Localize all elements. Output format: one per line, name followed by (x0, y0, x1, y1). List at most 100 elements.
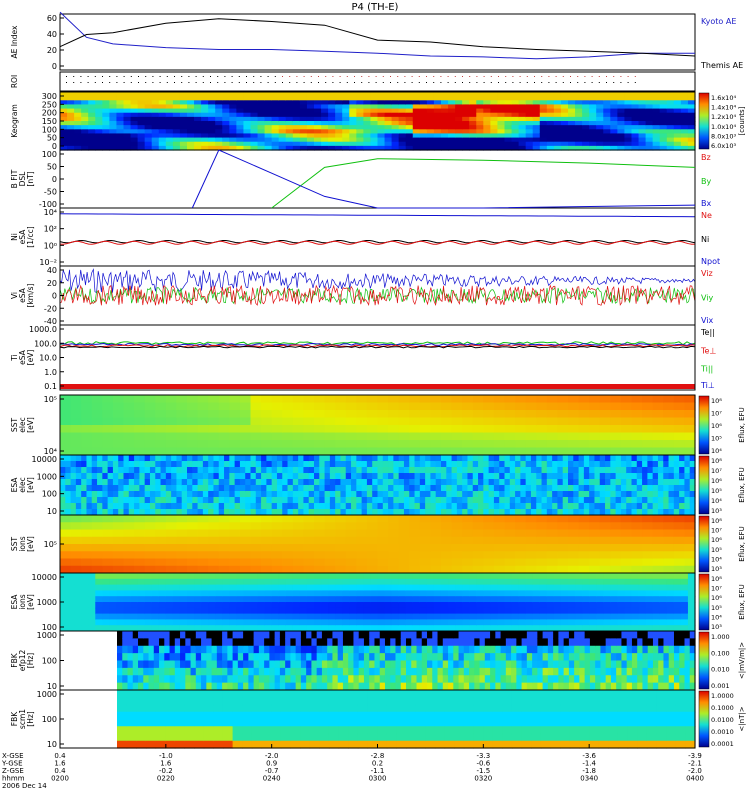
ytick-label: 40 (47, 30, 57, 39)
colorbar-tick: 10⁴ (711, 555, 722, 563)
ytick-label: 100 (42, 150, 57, 159)
legend-viy: Viy (701, 294, 714, 303)
panel-frame-roi (60, 72, 695, 91)
vix-line (60, 269, 695, 292)
colorbar-tick: 0.0100 (711, 716, 734, 724)
colorbar-sst_e (699, 396, 709, 454)
ytick-label: 10⁵ (44, 395, 57, 404)
colorbar-keogram (699, 93, 709, 149)
xtick-label: 0240 (263, 775, 281, 783)
series-themis-ae (60, 19, 695, 56)
ytick-label: 50 (47, 163, 57, 172)
colorbar-tick: 10⁷ (711, 410, 722, 418)
panel-roi: ROI (10, 72, 695, 91)
legend-themisae: Themis AE (700, 61, 743, 70)
ylabel-velocity: [km/s] (26, 283, 35, 307)
colorbar-tick: 10⁵ (711, 604, 722, 612)
colorbar-esa_i (699, 574, 709, 630)
colorbar-sst_i (699, 516, 709, 572)
xtick-label: 0340 (580, 775, 598, 783)
colorbar-tick: 10³ (711, 565, 722, 573)
ytick-label: -20 (44, 304, 57, 313)
panel-frame-ae (60, 14, 695, 70)
ytick-label: -50 (44, 188, 57, 197)
ylabel-bfield: [nT] (26, 171, 35, 186)
colorbar-tick: 10⁸ (711, 517, 722, 525)
colorbar-tick: 1.0000 (711, 692, 734, 700)
colorbar-tick: 10⁷ (711, 585, 722, 593)
colorbar-tick: 10⁶ (711, 594, 722, 602)
legend-viz: Viz (701, 269, 713, 278)
colorbar-esa_e (699, 456, 709, 514)
colorbar-tick: 10⁷ (711, 467, 722, 475)
keogram-image (60, 92, 696, 151)
ytick-label: 10² (44, 225, 57, 234)
ytick-label: 20 (47, 46, 57, 55)
esa-ions-image (60, 573, 696, 632)
ytick-label: 1000 (37, 472, 57, 481)
ytick-label: 0 (52, 292, 57, 301)
colorbar-tick: 6.0x10³ (711, 142, 736, 150)
ytick-label: 0.1 (44, 382, 57, 391)
xtick-label: 0200 (51, 775, 69, 783)
ytick-label: 100 (42, 490, 57, 499)
ytick-label: 1000 (37, 598, 57, 607)
colorbar-tick: 10⁷ (711, 527, 722, 535)
ytick-label: 10000 (32, 573, 57, 582)
ytick-label: 10000 (32, 455, 57, 464)
legend-ti: Ti⊥ (700, 381, 715, 390)
colorbar-label: Eflux, EFU (738, 467, 746, 502)
ylabel-sst_i: [eV] (26, 536, 35, 552)
fbk-efield-image (117, 631, 696, 691)
sst-elec-image (60, 395, 696, 456)
legend-ti: Ti|| (700, 365, 713, 374)
colorbar-tick: 10⁴ (711, 447, 722, 455)
colorbar-label: <|nT|> (738, 706, 746, 731)
ytick-label: 100 (42, 657, 57, 666)
colorbar-label: Eflux, EFU (738, 407, 746, 442)
colorbar-tick: 1.2x10⁴ (711, 113, 736, 121)
xtick-label: 0220 (157, 775, 175, 783)
legend-ne: Ne (701, 211, 712, 220)
ytick-label: 40 (47, 266, 57, 275)
ylabel-esa_i: [eV] (26, 594, 35, 610)
legend-ni: Ni (701, 235, 709, 244)
colorbar-tick: 0.001 (711, 682, 730, 690)
colorbar-tick: 10⁸ (711, 397, 722, 405)
ytick-label: 100.0 (34, 339, 57, 348)
legend-bx: Bx (701, 199, 711, 208)
xtick-label: 0400 (686, 775, 704, 783)
colorbar-tick: 10⁵ (711, 546, 722, 554)
series-by (272, 159, 695, 208)
sst-ions-image (60, 515, 696, 574)
colorbar-label: [counts] (738, 106, 746, 135)
ytick-label: 10⁴ (44, 208, 57, 217)
ylabel-sst_e: [eV] (26, 417, 35, 433)
ylabel-fbk_b: [Hz] (26, 711, 35, 727)
xtick-label: 0300 (369, 775, 387, 783)
colorbar-tick: 1.4x10⁴ (711, 104, 736, 112)
legend-kyotoae: Kyoto AE (701, 17, 736, 26)
colorbar-tick: 10⁵ (711, 487, 722, 495)
colorbar-label: Eflux, EFU (738, 584, 746, 619)
panel-frame-velocity (60, 266, 695, 325)
ylabel-ae: AE Index (10, 25, 19, 58)
colorbar-label: Eflux, EFU (738, 526, 746, 561)
panel-keogram: Keogram3002502001501005001.6x10⁴1.4x10⁴1… (10, 92, 746, 151)
ytick-label: 10⁵ (44, 540, 57, 549)
ylabel-density: [1/cc] (26, 226, 35, 247)
colorbar-fbk_b (699, 691, 709, 747)
